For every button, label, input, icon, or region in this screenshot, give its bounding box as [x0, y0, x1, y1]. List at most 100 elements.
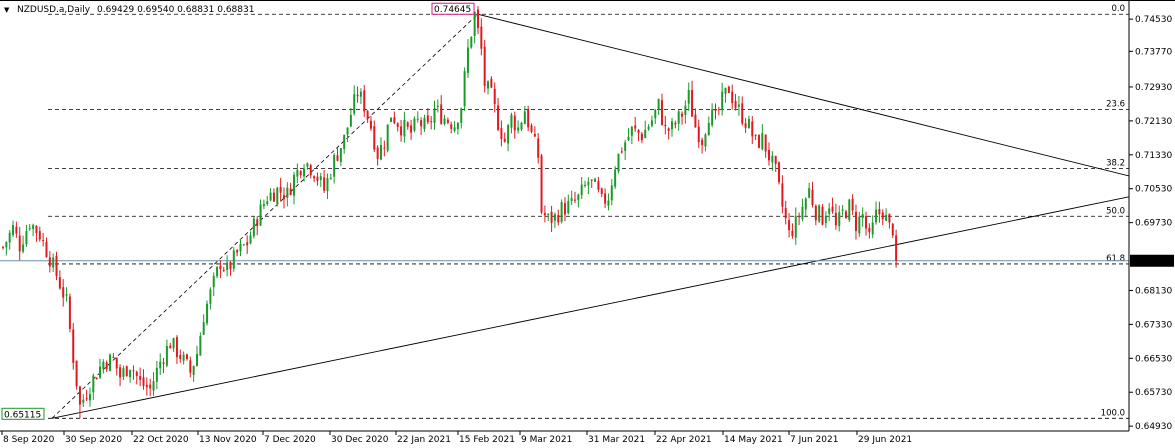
- candle-body: [634, 125, 637, 129]
- candle-body: [38, 231, 41, 240]
- candle-body: [620, 151, 623, 153]
- candle-body: [808, 188, 811, 198]
- candle-body: [597, 181, 600, 190]
- candle-body: [282, 195, 285, 200]
- candle-body: [266, 201, 269, 205]
- y-tick-label: 0.64930: [1135, 422, 1172, 432]
- x-tick-label: 30 Dec 2020: [331, 435, 389, 445]
- candle-body: [640, 133, 643, 141]
- candle-body: [875, 209, 878, 223]
- candle-body: [182, 354, 185, 361]
- x-tick-label: 30 Sep 2020: [65, 435, 122, 445]
- candle-body: [239, 243, 242, 252]
- x-tick-label: 8 Sep 2020: [3, 435, 55, 445]
- candle-body: [757, 135, 760, 148]
- candle-body: [577, 194, 580, 201]
- candle-body: [95, 377, 98, 380]
- candle-body: [811, 189, 814, 205]
- candle-body: [72, 329, 75, 363]
- candle-body: [580, 184, 583, 196]
- candle-body: [155, 367, 158, 382]
- candle-body: [276, 187, 279, 204]
- candle-body: [707, 122, 710, 136]
- candle-body: [175, 337, 178, 358]
- high-price-box: [431, 2, 475, 15]
- x-tick-label: 22 Apr 2021: [656, 435, 712, 445]
- candle-body: [446, 119, 449, 123]
- candle-body: [303, 168, 306, 177]
- candle-body: [55, 255, 58, 276]
- candle-body: [500, 128, 503, 139]
- candle-body: [333, 154, 336, 177]
- candle-body: [22, 244, 25, 252]
- candle-body: [25, 231, 28, 245]
- candle-body: [567, 201, 570, 214]
- candle-body: [206, 303, 209, 324]
- time-axis[interactable]: 8 Sep 2020 30 Sep 2020 22 Oct 2020 13 Nov 2…: [1, 431, 912, 445]
- candle-body: [871, 222, 874, 235]
- candle-body: [717, 109, 720, 111]
- ohlc-values: 0.69429 0.69540 0.68831 0.68831: [97, 5, 254, 15]
- candle-body: [410, 125, 413, 133]
- fib-level-label: 61.8: [1106, 254, 1125, 264]
- candle-body: [12, 225, 15, 235]
- candle-body: [426, 115, 429, 123]
- candle-body: [443, 118, 446, 125]
- candle-body: [604, 193, 607, 204]
- candle-body: [885, 215, 888, 221]
- candle-body: [557, 214, 560, 223]
- candle-body: [821, 206, 824, 225]
- candle-body: [456, 122, 459, 130]
- candle-body: [781, 183, 784, 207]
- candle-body: [507, 125, 510, 144]
- current-price-label: 0.68831: [1133, 257, 1170, 267]
- candle-body: [480, 26, 483, 49]
- ascending-trendline: [51, 196, 1129, 419]
- candle-body: [721, 91, 724, 111]
- x-tick-label: 15 Feb 2021: [459, 435, 515, 445]
- candle-body: [390, 117, 393, 122]
- candle-body: [841, 209, 844, 211]
- fibonacci-levels: 0.0 23.6 38.2 50.0 61.8 100.0: [48, 4, 1129, 419]
- candle-body: [249, 235, 252, 244]
- candle-body: [152, 381, 155, 391]
- candle-body: [694, 114, 697, 128]
- candle-body: [824, 216, 827, 224]
- candle-body: [463, 71, 466, 107]
- candle-body: [483, 46, 486, 86]
- candle-body: [236, 250, 239, 253]
- candle-body: [159, 361, 162, 369]
- candle-body: [637, 130, 640, 134]
- candle-body: [570, 198, 573, 202]
- candle-body: [854, 211, 857, 231]
- candle-body: [677, 111, 680, 124]
- candle-body: [35, 225, 38, 234]
- candle-body: [129, 369, 132, 378]
- candle-body: [594, 178, 597, 182]
- candle-body: [222, 269, 225, 271]
- candle-body: [165, 345, 168, 366]
- candle-body: [754, 134, 757, 136]
- candle-body: [794, 216, 797, 238]
- candle-body: [848, 199, 851, 221]
- candle-body: [319, 176, 322, 180]
- candle-body: [513, 115, 516, 131]
- candle-body: [256, 219, 259, 227]
- candle-body: [788, 220, 791, 231]
- candle-body: [503, 138, 506, 142]
- candle-body: [584, 184, 587, 186]
- candle-body: [386, 124, 389, 151]
- collapse-arrow-icon[interactable]: ▼: [4, 6, 10, 14]
- candle-body: [343, 134, 346, 150]
- candle-body: [654, 109, 657, 119]
- candle-body: [296, 169, 299, 177]
- candle-body: [851, 198, 854, 211]
- x-tick-label: 22 Jan 2021: [397, 435, 451, 445]
- candle-body: [75, 360, 78, 387]
- candle-body: [664, 124, 667, 127]
- y-tick-label: 0.74530: [1135, 15, 1172, 25]
- candle-body: [15, 226, 18, 234]
- price-axis[interactable]: 0.74530 0.73770 0.72930 0.72130 0.71330 0.705…: [1129, 15, 1172, 432]
- candle-body: [232, 250, 235, 269]
